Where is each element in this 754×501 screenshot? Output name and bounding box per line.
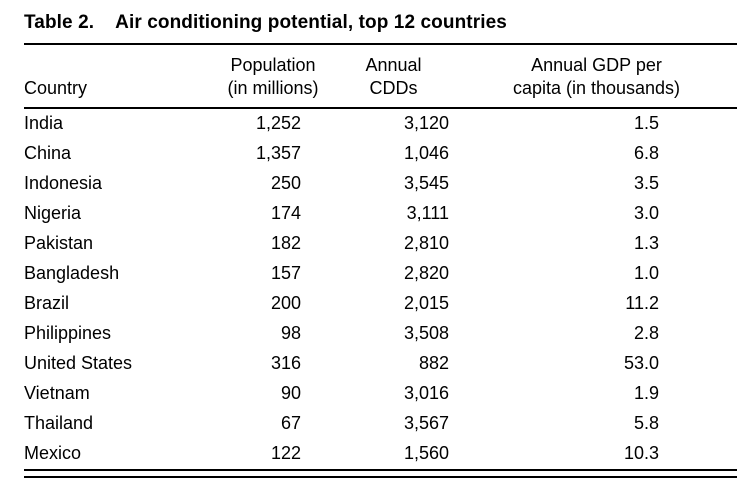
data-table: Country Population (in millions) Annual … xyxy=(24,43,737,472)
cell-population: 1,357 xyxy=(255,143,301,164)
table-row: Brazil 200 2,015 11.2 xyxy=(24,289,737,319)
table-row: Bangladesh 157 2,820 1.0 xyxy=(24,259,737,289)
cell-gdp: 5.8 xyxy=(633,413,659,434)
cell-cdds: 3,567 xyxy=(403,413,449,434)
col-header-gdp: Annual GDP per capita (in thousands) xyxy=(456,44,737,110)
cell-population: 90 xyxy=(280,383,301,404)
cell-country: Vietnam xyxy=(24,383,90,404)
col-header-cdds-line1: Annual xyxy=(365,55,422,75)
cell-population: 122 xyxy=(270,443,301,464)
cell-country: Bangladesh xyxy=(24,263,120,284)
col-header-country: Country xyxy=(24,44,215,110)
table-row: Indonesia 250 3,545 3.5 xyxy=(24,169,737,199)
cell-population: 174 xyxy=(270,203,301,224)
table-caption-title: Air conditioning potential, top 12 count… xyxy=(115,12,507,33)
cell-country: Indonesia xyxy=(24,173,103,194)
cell-country: Brazil xyxy=(24,293,70,314)
cell-population: 67 xyxy=(280,413,301,434)
table-bottom-rule xyxy=(24,476,737,479)
cell-cdds: 882 xyxy=(418,353,449,374)
cell-cdds: 2,015 xyxy=(403,293,449,314)
col-header-gdp-line1: Annual GDP per xyxy=(531,55,662,75)
cell-gdp: 1.9 xyxy=(633,383,659,404)
col-header-population-line1: Population xyxy=(230,55,316,75)
cell-cdds: 2,810 xyxy=(403,233,449,254)
cell-gdp: 6.8 xyxy=(633,143,659,164)
table-caption: Table 2. Air conditioning potential, top … xyxy=(24,12,737,34)
cell-gdp: 1.5 xyxy=(633,113,659,134)
table-row: Thailand 67 3,567 5.8 xyxy=(24,409,737,439)
cell-gdp: 2.8 xyxy=(633,323,659,344)
cell-country: China xyxy=(24,143,72,164)
cell-country: Nigeria xyxy=(24,203,82,224)
cell-population: 250 xyxy=(270,173,301,194)
col-header-cdds-line2: CDDs xyxy=(369,78,418,99)
table-row: United States 316 882 53.0 xyxy=(24,349,737,379)
table-row: Vietnam 90 3,016 1.9 xyxy=(24,379,737,409)
table-caption-label: Table 2. xyxy=(24,12,95,33)
col-header-population-line2: (in millions) xyxy=(227,78,319,99)
col-header-country-label: Country xyxy=(24,78,88,99)
table-row: Pakistan 182 2,810 1.3 xyxy=(24,229,737,259)
cell-country: United States xyxy=(24,353,133,374)
header-row: Country Population (in millions) Annual … xyxy=(24,44,737,110)
cell-country: Pakistan xyxy=(24,233,94,254)
cell-cdds: 3,016 xyxy=(403,383,449,404)
table-row: India 1,252 3,120 1.5 xyxy=(24,108,737,139)
cell-cdds: 3,111 xyxy=(406,203,449,224)
cell-cdds: 3,120 xyxy=(403,113,449,134)
cell-gdp: 3.5 xyxy=(633,173,659,194)
table-row: Philippines 98 3,508 2.8 xyxy=(24,319,737,349)
cell-population: 316 xyxy=(270,353,301,374)
cell-population: 182 xyxy=(270,233,301,254)
cell-cdds: 2,820 xyxy=(403,263,449,284)
cell-country: India xyxy=(24,113,64,134)
cell-cdds: 1,560 xyxy=(403,443,449,464)
table-row: Nigeria 174 3,111 3.0 xyxy=(24,199,737,229)
cell-population: 200 xyxy=(270,293,301,314)
cell-gdp: 53.0 xyxy=(623,353,659,374)
cell-cdds: 3,545 xyxy=(403,173,449,194)
cell-population: 157 xyxy=(270,263,301,284)
col-header-population: Population (in millions) xyxy=(215,44,331,110)
cell-gdp: 11.2 xyxy=(625,293,659,314)
cell-gdp: 10.3 xyxy=(623,443,659,464)
cell-country: Mexico xyxy=(24,443,82,464)
cell-cdds: 3,508 xyxy=(403,323,449,344)
cell-population: 98 xyxy=(280,323,301,344)
cell-cdds: 1,046 xyxy=(403,143,449,164)
table-row: Mexico 122 1,560 10.3 xyxy=(24,439,737,470)
col-header-gdp-line2: capita (in thousands) xyxy=(512,78,681,99)
cell-gdp: 1.3 xyxy=(633,233,659,254)
cell-gdp: 1.0 xyxy=(633,263,659,284)
cell-country: Thailand xyxy=(24,413,94,434)
cell-gdp: 3.0 xyxy=(633,203,659,224)
table-row: China 1,357 1,046 6.8 xyxy=(24,139,737,169)
col-header-cdds: Annual CDDs xyxy=(331,44,456,110)
cell-population: 1,252 xyxy=(255,113,301,134)
cell-country: Philippines xyxy=(24,323,112,344)
